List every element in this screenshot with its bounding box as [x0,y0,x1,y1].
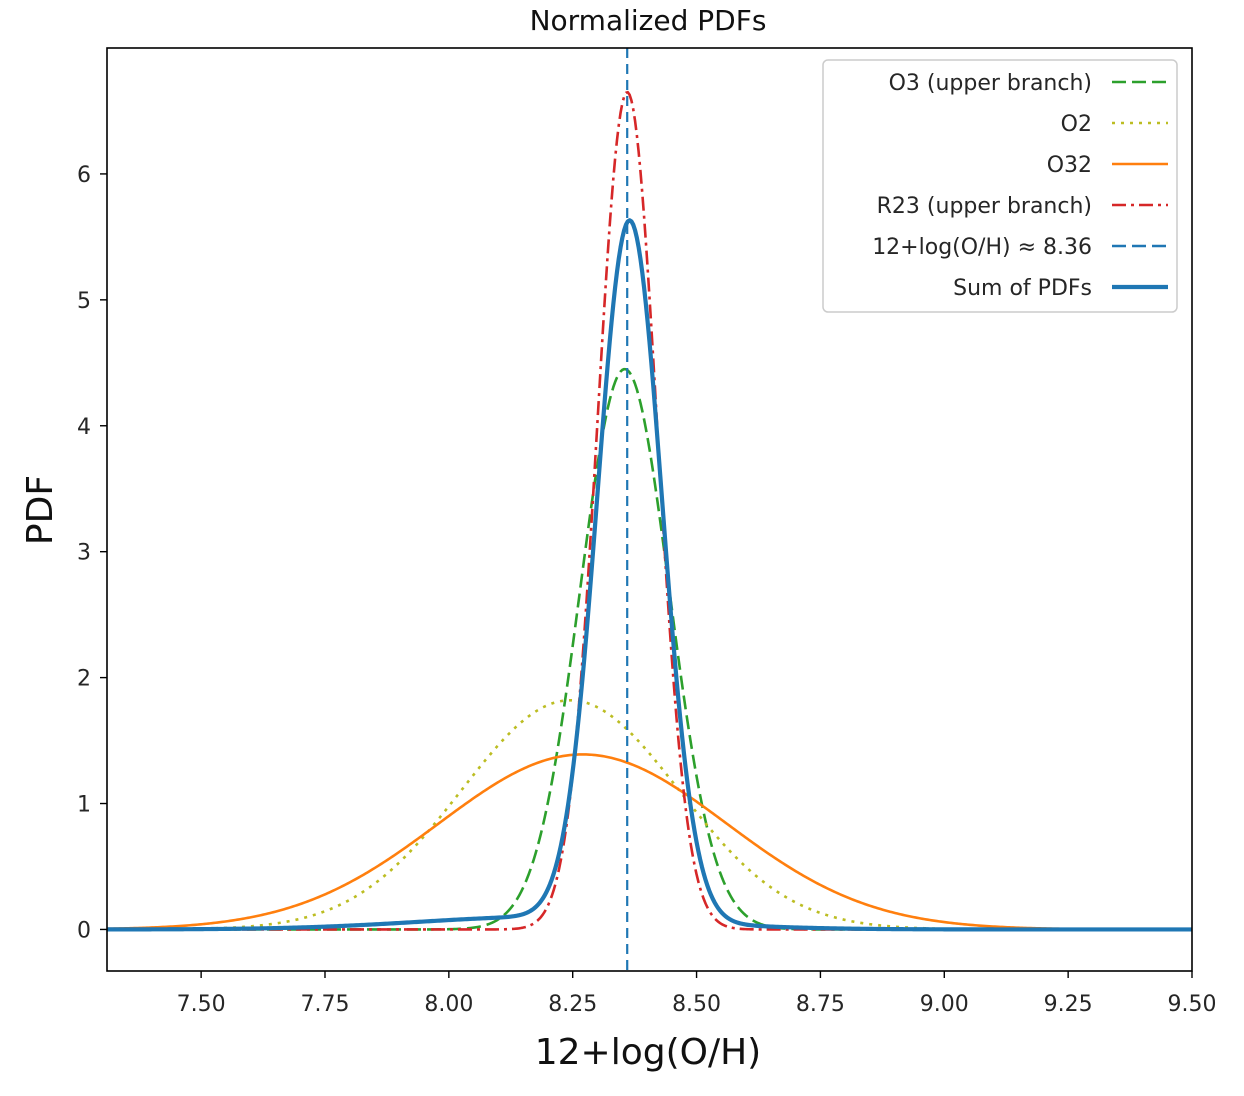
x-tick-label: 8.25 [548,992,597,1017]
legend-label: O32 [1047,153,1092,178]
y-tick-label: 3 [77,541,91,566]
legend-label: O2 [1061,112,1092,137]
x-tick-label: 8.50 [672,992,721,1017]
plot-area [107,48,1192,971]
legend-label: Sum of PDFs [953,276,1092,301]
y-tick-label: 1 [77,793,91,818]
legend-label: 12+log(O/H) ≈ 8.36 [872,235,1092,260]
x-tick-label: 9.00 [920,992,969,1017]
series-line-o3-upper-branch [107,367,1192,931]
series-line-o32 [107,753,1192,931]
x-tick-label: 8.00 [424,992,473,1017]
y-tick-label: 2 [77,667,91,692]
series-line-o2 [107,698,1192,931]
x-tick-label: 7.75 [300,992,349,1017]
y-tick-label: 4 [77,415,91,440]
y-tick-label: 6 [77,163,91,188]
legend-label: R23 (upper branch) [877,194,1092,219]
x-tick-label: 8.75 [796,992,845,1017]
legend-frame [822,59,1178,313]
x-tick-label: 9.25 [1044,992,1093,1017]
x-tick-label: 7.50 [177,992,226,1017]
series-line-sum-of-pdfs [107,218,1192,932]
legend-label: O3 (upper branch) [889,71,1092,96]
y-tick-label: 0 [77,918,91,943]
chart-title: Normalized PDFs [530,4,767,37]
x-axis-label: 12+log(O/H) [535,1032,761,1073]
legend: O3 (upper branch) O2 O32 R23 (upper branch)… [822,59,1178,313]
axes-frame [106,47,1193,972]
y-tick-label: 5 [77,289,91,314]
x-axis: 7.50 7.75 8.00 8.25 8.50 8.75 9.00 9.25 9.50 [177,971,1217,1017]
y-axis-label: PDF [20,475,61,545]
x-tick-label: 9.50 [1168,992,1217,1017]
y-axis: 0 1 2 3 4 5 6 [77,163,107,943]
